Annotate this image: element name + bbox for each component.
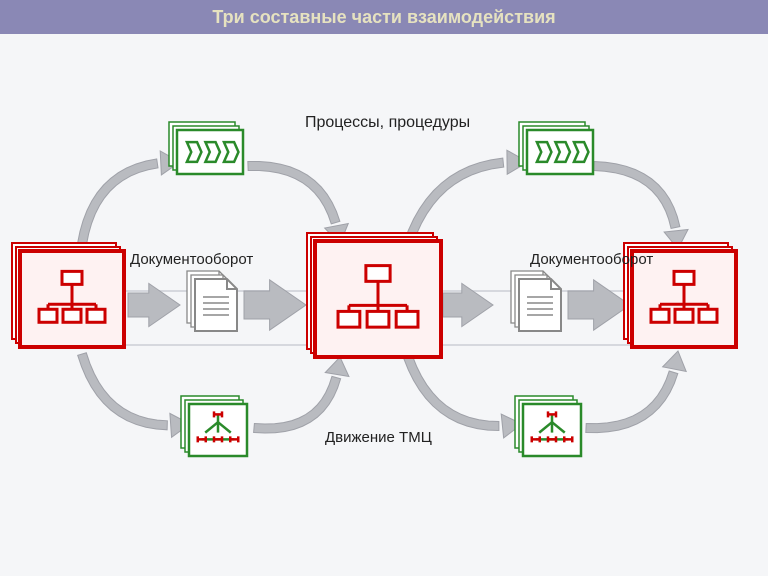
label-docflow-right: Документооборот <box>530 251 653 268</box>
label-tmc: Движение ТМЦ <box>325 429 432 446</box>
label-docflow-left: Документооборот <box>130 251 253 268</box>
page-title: Три составные части взаимодействия <box>212 7 555 28</box>
diagram-stage: Процессы, процедуры Документооборот Доку… <box>0 34 768 576</box>
title-bar: Три составные части взаимодействия <box>0 0 768 34</box>
label-processes: Процессы, процедуры <box>305 114 470 132</box>
